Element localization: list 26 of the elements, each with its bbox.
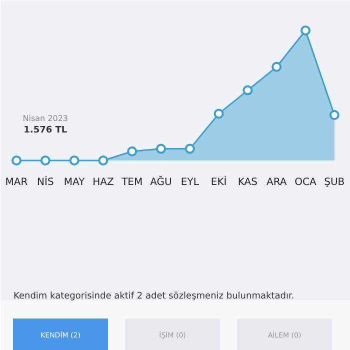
x-tick-label: OCA xyxy=(294,177,317,188)
point xyxy=(127,146,138,156)
x-tick-label: ŞUB xyxy=(324,177,345,188)
annotation: Nisan 2023 1.576 TL xyxy=(22,114,68,136)
point xyxy=(300,26,310,36)
x-tick-label: ARA xyxy=(266,177,287,188)
point xyxy=(329,110,340,120)
point xyxy=(40,156,50,166)
point xyxy=(184,144,195,154)
text: Kendim kategorisinde aktif 2 adet sözleşmeniz bulunmaktadır. xyxy=(14,292,294,302)
x-tick-label: TEM xyxy=(120,177,143,188)
x-tick-label: MAY xyxy=(64,177,86,188)
point xyxy=(156,144,166,154)
point xyxy=(12,156,22,166)
x-tick-label: AĞU xyxy=(150,175,172,188)
x-tick-label: KAS xyxy=(238,177,258,188)
x-tick-label: HAZ xyxy=(92,177,114,188)
x-tick-label: NİS xyxy=(37,175,54,188)
point xyxy=(242,85,253,96)
point xyxy=(69,156,80,166)
x-tick-label: EYL xyxy=(180,177,200,188)
x-tick-label: MAR xyxy=(5,177,28,188)
point xyxy=(98,156,108,166)
point xyxy=(214,108,224,119)
x-tick-label: EKİ xyxy=(210,175,227,188)
point xyxy=(272,62,282,72)
